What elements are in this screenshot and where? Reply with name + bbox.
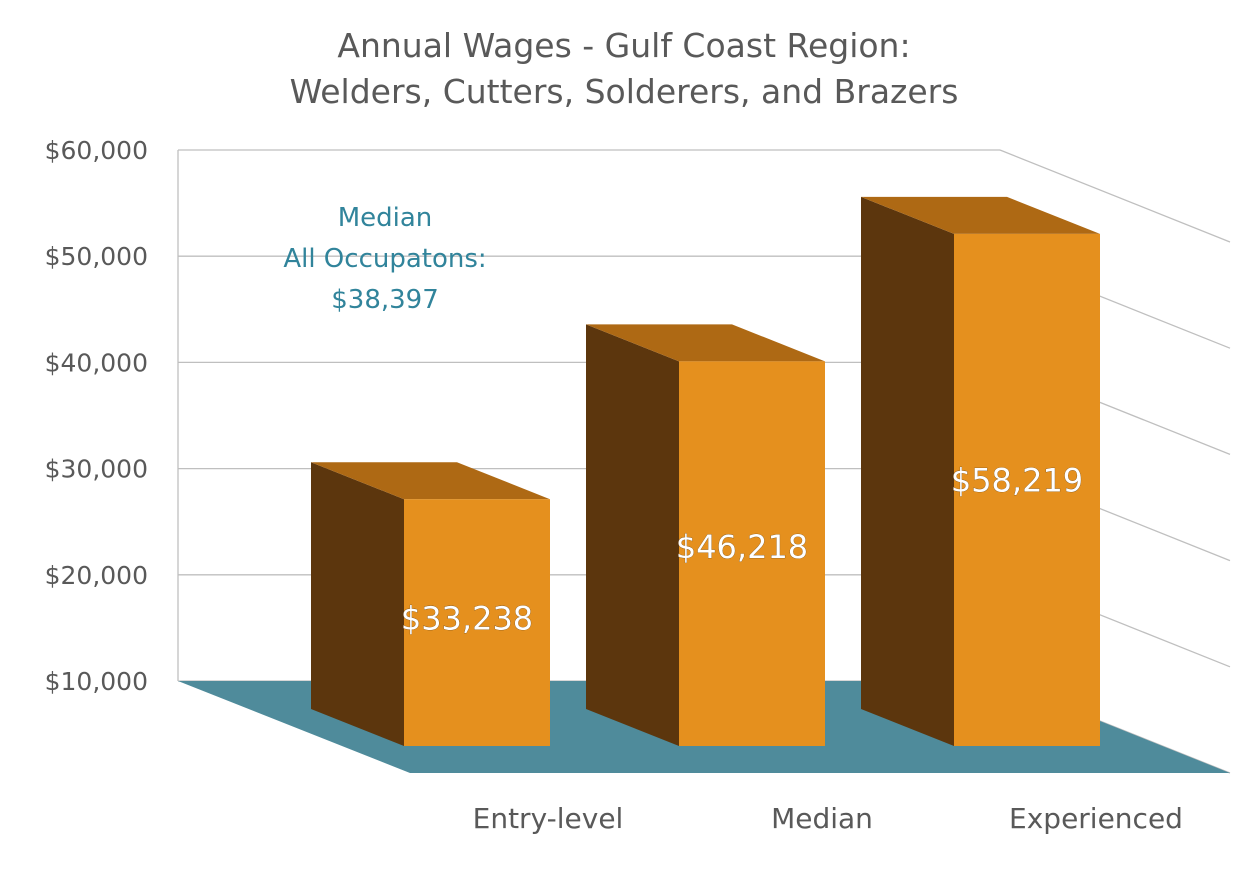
y-tick-label: $60,000 bbox=[45, 136, 148, 165]
annotation-line-3: $38,397 bbox=[331, 285, 439, 315]
y-tick-label: $50,000 bbox=[45, 242, 148, 271]
x-tick-label: Entry-level bbox=[473, 802, 624, 835]
x-tick-label: Median bbox=[771, 802, 873, 835]
bar bbox=[404, 499, 550, 746]
bar-side bbox=[311, 462, 404, 746]
y-tick-label: $10,000 bbox=[45, 667, 148, 696]
bar bbox=[679, 361, 825, 746]
bar-side bbox=[861, 196, 954, 747]
y-tick-label: $20,000 bbox=[45, 561, 148, 590]
bar-top bbox=[586, 324, 825, 362]
chart-subtitle: Welders, Cutters, Solderers, and Brazers bbox=[289, 72, 959, 111]
data-label: $46,218 bbox=[676, 528, 808, 566]
annotation-line-2: All Occupatons: bbox=[283, 244, 487, 274]
y-tick-label: $40,000 bbox=[45, 348, 148, 377]
bar-top bbox=[861, 196, 1100, 234]
bar bbox=[954, 233, 1100, 747]
data-label: $33,238 bbox=[401, 600, 533, 638]
data-label: $58,219 bbox=[951, 462, 1083, 500]
bar-side bbox=[586, 324, 679, 746]
chart-title: Annual Wages - Gulf Coast Region: bbox=[337, 26, 911, 65]
x-tick-label: Experienced bbox=[1009, 802, 1183, 835]
gridline-side bbox=[999, 149, 1231, 243]
annotation-line-1: Median bbox=[337, 203, 433, 233]
bar-top bbox=[311, 462, 550, 500]
y-tick-label: $30,000 bbox=[45, 455, 148, 484]
